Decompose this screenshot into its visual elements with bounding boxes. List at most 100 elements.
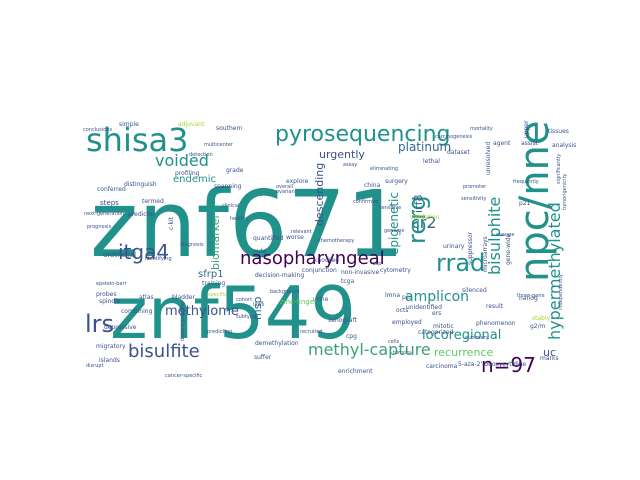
cloud-word: bladder — [172, 294, 195, 301]
cloud-word: confirmed — [353, 199, 378, 205]
cloud-word: adjuvant — [178, 121, 205, 128]
cloud-word: chemotherapy — [318, 238, 354, 244]
cloud-word: decision-making — [255, 272, 304, 279]
cloud-word: non-invasive — [341, 269, 379, 276]
cloud-word: quantified — [253, 235, 284, 242]
cloud-word: migratory — [96, 343, 126, 350]
cloud-word: uc — [543, 346, 556, 359]
cloud-word: significantly — [556, 154, 562, 184]
cloud-word: ssp — [373, 261, 381, 267]
cloud-word: tumorigenicity — [562, 174, 568, 210]
cloud-word: worse — [286, 234, 304, 241]
cloud-word: prognosis — [87, 224, 112, 230]
cloud-word: downregulating — [180, 302, 186, 341]
cloud-word: cohort — [236, 297, 252, 303]
cloud-word: termed — [142, 198, 164, 205]
cloud-word: assist — [521, 140, 539, 147]
cloud-word: healthy — [230, 216, 249, 222]
cloud-word: profiling — [175, 170, 200, 177]
cloud-word: pcr — [402, 294, 412, 301]
cloud-word: rerg — [403, 195, 431, 244]
cloud-word: zinc-finger — [280, 298, 317, 306]
cloud-word: predictor — [128, 211, 156, 218]
cloud-word: employed — [392, 319, 422, 326]
cloud-word: dataset — [447, 149, 470, 156]
cloud-word: depressive — [104, 324, 137, 331]
cloud-word: enrichment — [338, 368, 373, 375]
cloud-word: microarrays — [482, 236, 489, 272]
cloud-word: nasopharyngeal — [240, 248, 385, 269]
cloud-word: xenograft — [328, 317, 357, 324]
cloud-word: hypermethylated — [545, 202, 564, 340]
cloud-word: tumors — [393, 350, 411, 356]
cloud-word: tissues — [548, 128, 569, 135]
cloud-word: distinguish — [124, 181, 157, 188]
cloud-word: phenomenon — [476, 320, 516, 327]
cloud-word: urgently — [319, 148, 365, 161]
cloud-word: combining — [121, 308, 153, 315]
cloud-word: lmna — [385, 292, 400, 299]
cloud-word: frequently — [513, 179, 539, 185]
cloud-word: urine — [313, 296, 329, 303]
cloud-word: recruited — [300, 329, 323, 335]
cloud-word: grade — [226, 167, 244, 174]
cloud-word: marks — [540, 355, 559, 362]
cloud-word: atlas — [139, 294, 154, 301]
cloud-word: nanog — [519, 295, 538, 302]
cloud-word: categorized — [418, 329, 453, 336]
cloud-word: conjunction — [302, 267, 337, 274]
cloud-word: china — [364, 182, 381, 189]
cloud-word: conclusions — [83, 127, 113, 133]
cloud-word: cells — [388, 339, 400, 345]
cloud-word: result — [486, 303, 504, 310]
cloud-word: descending — [313, 163, 326, 226]
cloud-word: spanning — [214, 183, 242, 190]
cloud-word: amplicon — [405, 289, 469, 305]
cloud-word: promoter — [463, 184, 487, 190]
cloud-word: summary — [465, 335, 489, 341]
cloud-word: cancer-specific — [165, 373, 202, 379]
cloud-word: recurrence — [434, 346, 493, 359]
cloud-word: silenced — [462, 287, 487, 294]
cloud-word: biomarker — [209, 214, 222, 270]
cloud-word: itga4 — [118, 240, 169, 264]
cloud-word: diagnosis — [180, 242, 204, 248]
cloud-word: sensitive — [379, 205, 401, 211]
cloud-word: detection — [189, 152, 213, 158]
cloud-word: assay — [343, 162, 357, 168]
cloud-word: islands — [99, 357, 120, 364]
cloud-word: cr2 — [411, 213, 437, 232]
cloud-word: surgery — [385, 178, 408, 185]
cloud-word: analysis — [552, 142, 576, 149]
cloud-word: g2/m — [530, 323, 546, 330]
cloud-word: predicting — [207, 329, 232, 335]
cloud-word: msp — [251, 297, 264, 320]
cloud-word: mitotic — [433, 323, 454, 330]
cloud-word: octs — [396, 307, 408, 314]
cloud-word: knocked — [314, 257, 339, 264]
cloud-word: probes — [96, 291, 116, 298]
cloud-word: urinary — [443, 243, 465, 250]
cloud-word: carcinogenesis — [435, 134, 473, 140]
cloud-word: agent — [493, 140, 511, 147]
cloud-word: southern — [216, 125, 243, 132]
cloud-word: sfrp1 — [198, 269, 224, 280]
cloud-word: locoregional — [422, 328, 501, 343]
cloud-word: explore — [286, 178, 309, 185]
cloud-word: training — [202, 280, 225, 287]
cloud-word: ovarian — [276, 189, 295, 195]
cloud-word: independently — [558, 274, 564, 310]
cloud-word: irf8 — [412, 195, 425, 213]
cloud-word: subtype — [236, 314, 256, 320]
cloud-word: sensitivity — [461, 196, 487, 202]
cloud-word: tcga — [341, 278, 354, 285]
cloud-word: cpg — [346, 333, 357, 340]
cloud-word: conferred — [97, 186, 126, 193]
cloud-word: unresolved — [485, 142, 492, 175]
cloud-word: genome — [384, 228, 404, 234]
cloud-area — [80, 120, 560, 360]
cloud-word: shisa3 — [86, 121, 188, 159]
cloud-word: next-generation — [84, 211, 124, 217]
cloud-word: clinical — [222, 203, 239, 209]
